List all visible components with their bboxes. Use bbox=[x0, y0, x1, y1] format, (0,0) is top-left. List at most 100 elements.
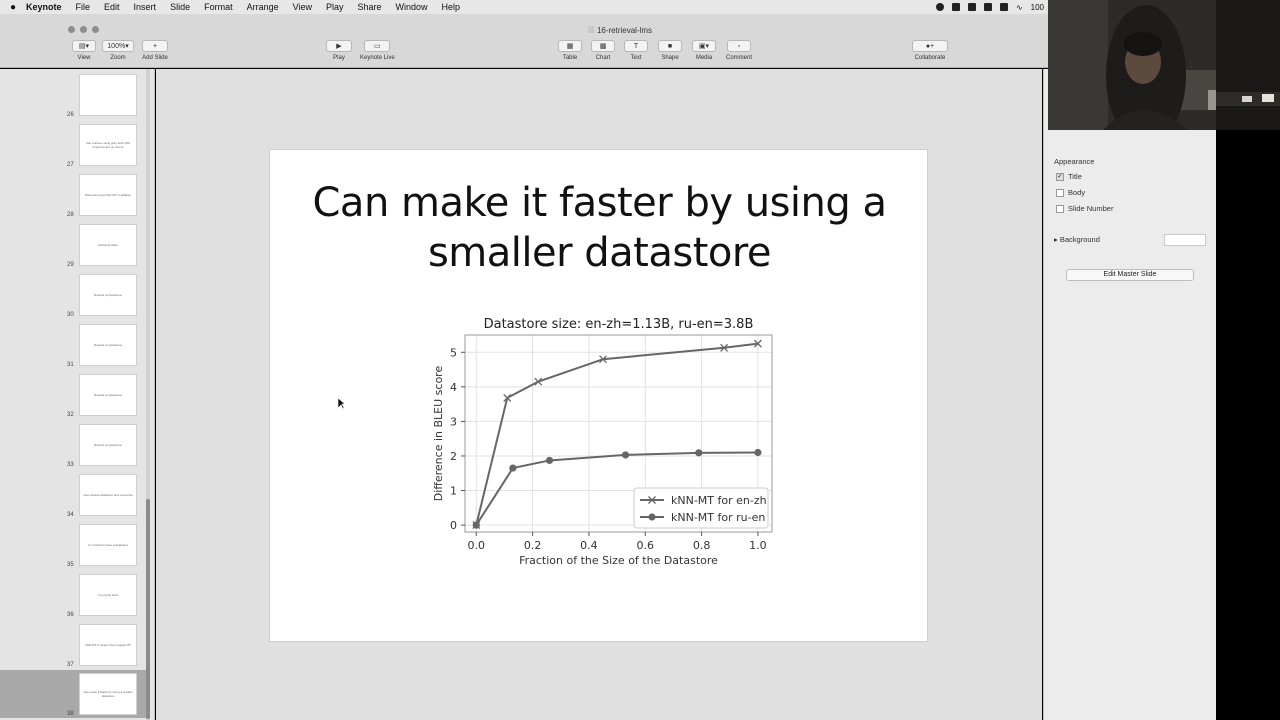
zoom-window-button[interactable] bbox=[92, 26, 99, 33]
background-disclosure[interactable]: ▸ Background bbox=[1054, 235, 1100, 244]
nav-slide[interactable]: Results comparisons 31 bbox=[0, 321, 150, 369]
data-point bbox=[545, 456, 554, 465]
app-status-icon-4[interactable] bbox=[999, 3, 1008, 11]
menu-slide[interactable]: Slide bbox=[170, 2, 191, 12]
wifi-icon[interactable]: ∿ bbox=[1015, 2, 1023, 12]
nav-slide[interactable]: 26 bbox=[0, 71, 150, 119]
text-button[interactable]: T Text bbox=[624, 40, 648, 61]
y-axis-label: Difference in BLEU score bbox=[432, 366, 445, 502]
media-icon: ▣▾ bbox=[692, 40, 716, 52]
menu-window[interactable]: Window bbox=[395, 2, 428, 12]
format-panel: Appearance ✓ Title Body Slide Number ▸ Ba… bbox=[1043, 69, 1216, 720]
checkmark-icon: ✓ bbox=[1056, 172, 1064, 181]
nav-slide[interactable]: kNN-MT is slower than regular MT 37 bbox=[0, 621, 150, 669]
mouse-cursor bbox=[338, 398, 346, 410]
checkbox-icon bbox=[1056, 188, 1064, 197]
nav-slide[interactable]: Can retrieve datastore and memorize 34 bbox=[0, 471, 150, 519]
menu-edit[interactable]: Edit bbox=[104, 2, 120, 12]
slide-number: 27 bbox=[67, 162, 74, 168]
slide-number: 29 bbox=[67, 262, 74, 268]
chart-button[interactable]: ▩ Chart bbox=[591, 40, 615, 61]
text-label: Text bbox=[630, 55, 642, 61]
title-checkbox[interactable]: ✓ Title bbox=[1056, 172, 1082, 181]
minimize-window-button[interactable] bbox=[80, 26, 87, 33]
media-button[interactable]: ▣▾ Media bbox=[692, 40, 716, 61]
slide-number: 34 bbox=[67, 512, 74, 518]
data-point bbox=[472, 521, 480, 529]
navigator-scroll-thumb[interactable] bbox=[146, 499, 150, 719]
table-button[interactable]: ▦ Table bbox=[558, 40, 582, 61]
view-button[interactable]: ▤▾ View bbox=[72, 40, 96, 61]
marker-stroke bbox=[720, 343, 729, 352]
menu-help[interactable]: Help bbox=[441, 2, 461, 12]
slide-thumbnail: kNN-MT is slower than regular MT bbox=[79, 624, 137, 666]
legend-box bbox=[633, 487, 769, 529]
app-menu[interactable]: Keynote bbox=[26, 2, 62, 12]
close-window-button[interactable] bbox=[68, 26, 75, 33]
play-button[interactable]: ▶ Play bbox=[326, 40, 352, 61]
x-axis-label: Fraction of the Size of the Datastore bbox=[519, 554, 718, 567]
nav-slide[interactable]: Is it useful to have a datastore 35 bbox=[0, 521, 150, 569]
slide-number: 26 bbox=[67, 112, 74, 118]
navigator-scrollbar[interactable] bbox=[146, 69, 150, 720]
slide-number: 32 bbox=[67, 412, 74, 418]
collaborate-button[interactable]: ●+ Collaborate bbox=[912, 40, 948, 61]
document-icon bbox=[587, 26, 594, 33]
add-slide-button[interactable]: + Add Slide bbox=[142, 40, 168, 61]
menu-insert[interactable]: Insert bbox=[133, 2, 157, 12]
nav-slide-selected[interactable]: Can make it faster by using a smaller da… bbox=[0, 670, 150, 718]
comment-icon: ▫ bbox=[727, 40, 751, 52]
menu-arrange[interactable]: Arrange bbox=[246, 2, 279, 12]
title-bar bbox=[0, 14, 1048, 22]
app-status-icon-2[interactable] bbox=[967, 3, 976, 11]
menu-share[interactable]: Share bbox=[357, 2, 382, 12]
plot-frame bbox=[464, 334, 773, 533]
menu-format[interactable]: Format bbox=[204, 2, 233, 12]
series-line-en-zh bbox=[475, 342, 759, 526]
x-tick-label: 0.0 bbox=[468, 539, 486, 552]
body-checkbox[interactable]: Body bbox=[1056, 188, 1085, 197]
app-status-icon-3[interactable] bbox=[983, 3, 992, 11]
data-point bbox=[695, 449, 703, 457]
current-slide[interactable]: Can make it faster by using a smaller da… bbox=[269, 149, 928, 642]
zoom-select[interactable]: 100% ▾ Zoom bbox=[102, 40, 134, 61]
nav-slide[interactable]: Results comparisons 32 bbox=[0, 371, 150, 419]
marker-stroke bbox=[599, 355, 607, 364]
document-title-text: 16-retrieval-lms bbox=[596, 26, 653, 35]
document-title: 16-retrieval-lms bbox=[560, 26, 680, 35]
y-tick-label: 2 bbox=[450, 450, 457, 463]
slide-thumbnail: Retrieval using kNN-MT in addition bbox=[79, 174, 137, 216]
edit-master-slide-button[interactable]: Edit Master Slide bbox=[1066, 269, 1194, 281]
slide-number-checkbox[interactable]: Slide Number bbox=[1056, 204, 1113, 213]
nav-slide[interactable]: Can retrieve using grep kind 10% improve… bbox=[0, 121, 150, 169]
bleu-chart[interactable]: 0.0 0.2 0.4 0.6 0.8 1.0 0 1 2 3 4 5 Datastore size:… bbox=[270, 150, 929, 643]
nav-slide[interactable]: Results comparisons 30 bbox=[0, 271, 150, 319]
slide-number: 37 bbox=[67, 662, 74, 668]
toolbar bbox=[0, 22, 1048, 68]
nav-slide[interactable]: It is pretty slow 36 bbox=[0, 571, 150, 619]
apple-menu-icon[interactable]: ● bbox=[9, 1, 17, 13]
menu-play[interactable]: Play bbox=[325, 2, 344, 12]
app-status-icon[interactable] bbox=[951, 3, 960, 11]
menu-file[interactable]: File bbox=[75, 2, 91, 12]
slide-thumbnail: Retrieval table bbox=[79, 224, 137, 266]
nav-slide[interactable]: Results comparisons 33 bbox=[0, 421, 150, 469]
y-tick-label: 1 bbox=[450, 485, 457, 498]
slide-title[interactable]: Can make it faster by using a smaller da… bbox=[270, 178, 929, 278]
right-margin bbox=[1216, 130, 1280, 720]
shape-label: Shape bbox=[661, 55, 679, 61]
nav-slide[interactable]: Retrieval table 29 bbox=[0, 221, 150, 269]
slide-number: 36 bbox=[67, 612, 74, 618]
legend-marker bbox=[648, 496, 656, 504]
keynote-live-button[interactable]: ▭ Keynote Live bbox=[360, 40, 395, 61]
shape-button[interactable]: ■ Shape bbox=[658, 40, 682, 61]
y-tick-label: 3 bbox=[450, 415, 457, 428]
menu-view[interactable]: View bbox=[292, 2, 312, 12]
comment-button[interactable]: ▫ Comment bbox=[726, 40, 752, 61]
data-point bbox=[753, 339, 762, 348]
slide-navigator: 26 Can retrieve using grep kind 10% impr… bbox=[0, 69, 155, 720]
nav-slide[interactable]: Retrieval using kNN-MT in addition 28 bbox=[0, 171, 150, 219]
battery-text: 100 bbox=[1030, 2, 1044, 12]
background-color-well[interactable] bbox=[1164, 234, 1206, 246]
creative-cloud-icon[interactable] bbox=[935, 3, 944, 11]
